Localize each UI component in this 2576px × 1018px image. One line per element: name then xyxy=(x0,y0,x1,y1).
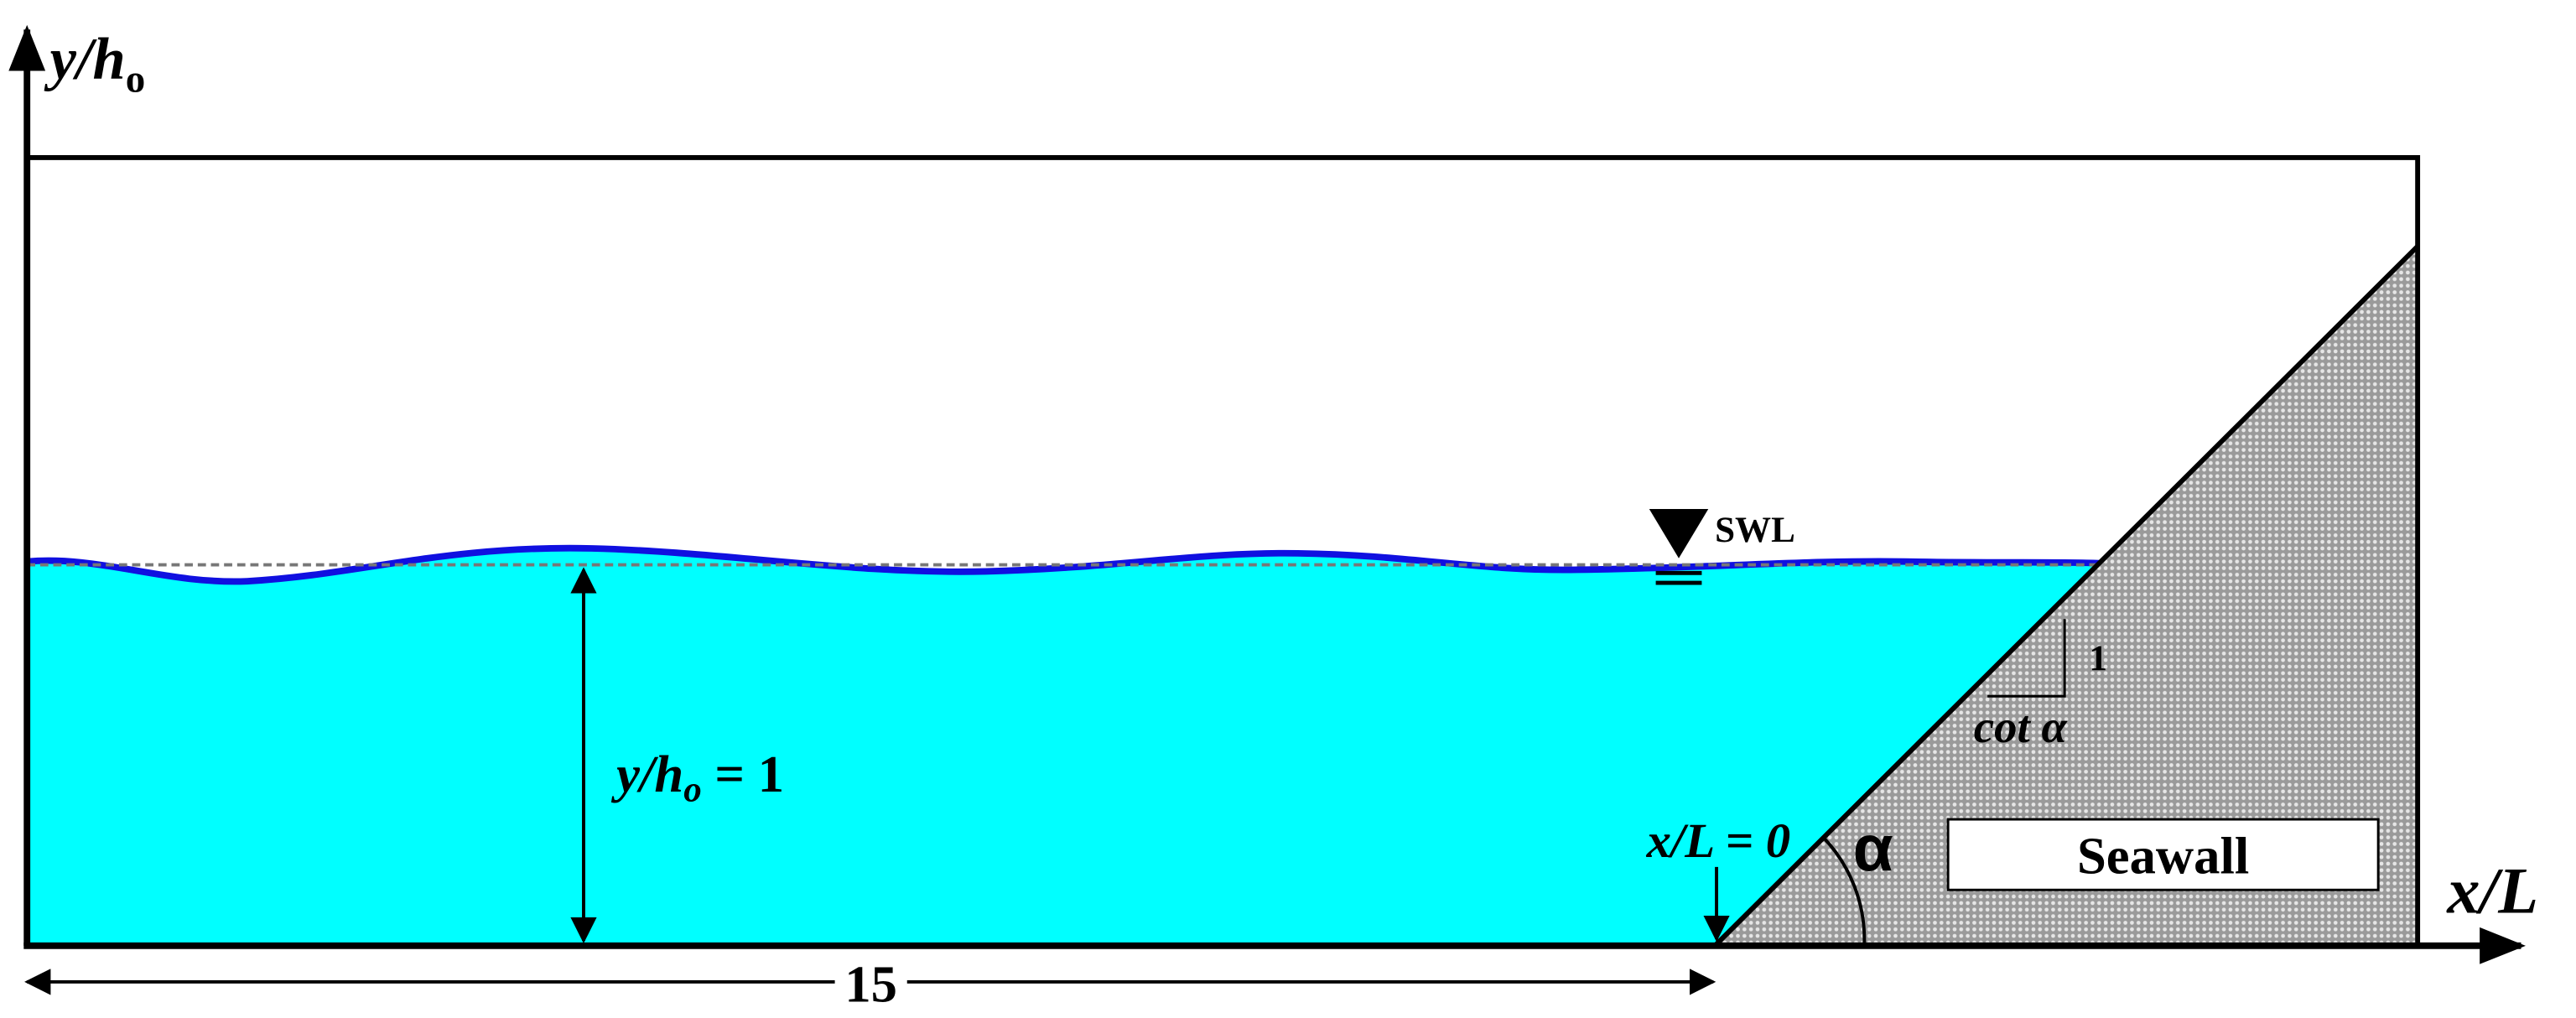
x-axis-label: x/L xyxy=(2446,854,2538,927)
depth-label-rest: = 1 xyxy=(702,745,784,803)
slope-rise: 1 xyxy=(2090,639,2108,678)
y-axis-label-main: y/h xyxy=(44,27,126,92)
toe-label: x/L = 0 xyxy=(1646,813,1791,868)
tank-frame xyxy=(27,155,2421,944)
length-label: 15 xyxy=(844,954,897,1013)
angle-arc xyxy=(1821,836,1867,944)
length-label-bg xyxy=(834,960,907,1004)
swl-symbol xyxy=(1649,509,1709,558)
depth-label-main: y/h xyxy=(610,745,683,803)
swl-label: SWL xyxy=(1715,511,1795,550)
seawall-label-box xyxy=(1946,818,2380,891)
y-axis-label-sub: o xyxy=(126,58,146,101)
depth-label: y/ho = 1 xyxy=(610,745,784,810)
slope-triangle xyxy=(1987,619,2066,698)
slope-line xyxy=(1714,244,2420,946)
water xyxy=(27,548,2100,944)
slope-run: cot α xyxy=(1974,701,2069,752)
wave-surface xyxy=(26,544,2100,585)
depth-label-sub: o xyxy=(683,771,702,810)
angle-label: α xyxy=(1853,811,1893,885)
y-axis-label: y/ho xyxy=(44,27,146,101)
seawall-label: Seawall xyxy=(2077,827,2249,886)
